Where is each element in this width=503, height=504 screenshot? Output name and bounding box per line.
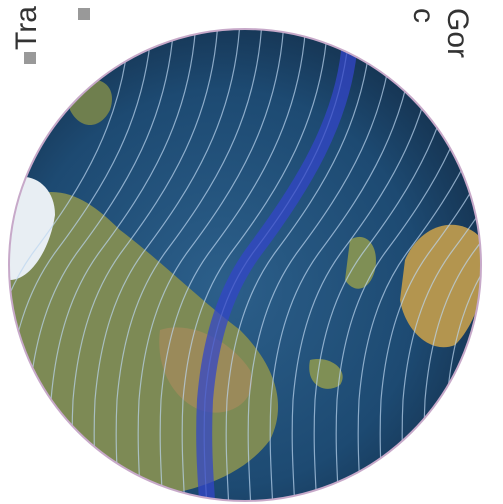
path-line xyxy=(357,29,481,501)
path-line xyxy=(137,29,285,501)
eclipse-path xyxy=(196,39,358,501)
label: c xyxy=(407,8,440,23)
ice xyxy=(10,176,55,280)
path-line xyxy=(379,29,481,501)
legend-swatch xyxy=(78,8,90,20)
path-line xyxy=(9,29,153,501)
path-line xyxy=(159,29,307,501)
path-line xyxy=(225,29,373,501)
path-line xyxy=(93,29,241,501)
globe xyxy=(8,28,482,502)
path-line xyxy=(247,29,395,501)
path-line xyxy=(291,29,439,501)
land-island xyxy=(309,359,343,389)
path-line xyxy=(181,29,329,501)
label: Tra xyxy=(10,6,43,50)
path-line xyxy=(115,29,263,501)
path-line xyxy=(9,29,131,501)
globe-edge xyxy=(8,28,482,502)
legend-swatch xyxy=(24,52,36,64)
land-island xyxy=(345,236,376,289)
label: Gor xyxy=(441,8,474,58)
path-line xyxy=(269,29,417,501)
